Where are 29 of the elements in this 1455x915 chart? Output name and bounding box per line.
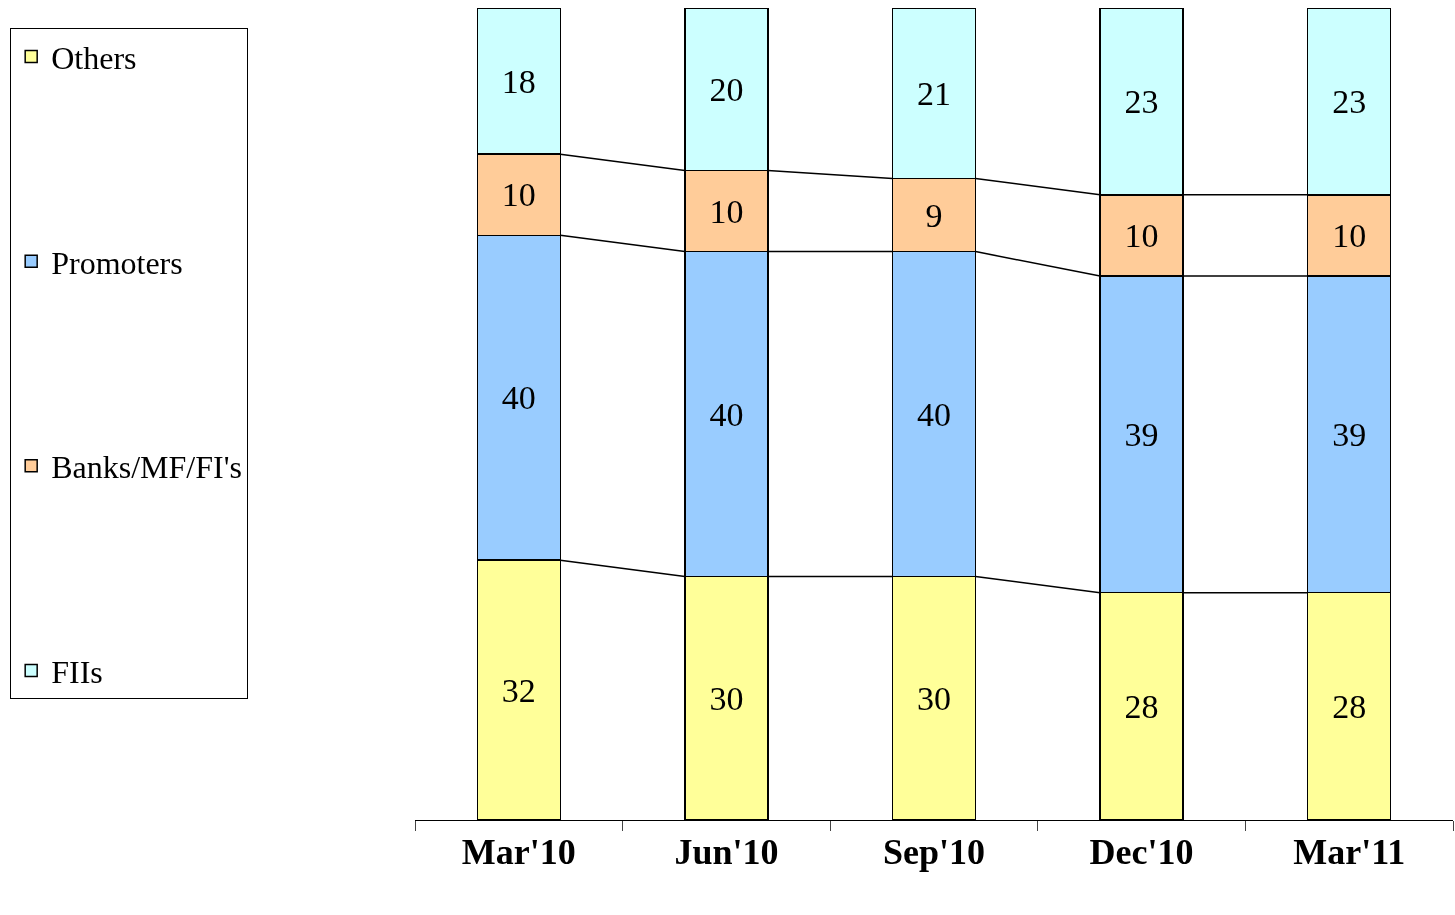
legend-label: FIIs bbox=[51, 653, 103, 690]
data-label: 20 bbox=[709, 70, 744, 108]
data-label: 21 bbox=[917, 74, 951, 112]
data-label: 23 bbox=[1124, 82, 1159, 120]
x-tick-label: Mar'10 bbox=[461, 832, 576, 873]
data-label: 30 bbox=[917, 679, 951, 717]
legend-label: Promoters bbox=[51, 244, 183, 281]
data-label: 10 bbox=[501, 176, 536, 214]
data-label: 10 bbox=[1332, 216, 1367, 254]
data-label: 39 bbox=[1332, 415, 1367, 453]
data-label: 40 bbox=[709, 395, 744, 433]
data-label: 40 bbox=[501, 379, 536, 417]
data-label: 18 bbox=[501, 62, 536, 100]
x-tick-label: Dec'10 bbox=[1089, 832, 1194, 873]
legend-label: Others bbox=[51, 40, 137, 77]
data-label: 28 bbox=[1332, 687, 1367, 725]
data-label: 39 bbox=[1124, 415, 1159, 453]
x-tick-label: Sep'10 bbox=[882, 832, 986, 873]
data-label: 28 bbox=[1124, 687, 1159, 725]
legend-label: Banks/MF/FI's bbox=[51, 449, 242, 486]
data-label: 23 bbox=[1332, 82, 1367, 120]
x-tick-label: Mar'11 bbox=[1293, 832, 1406, 873]
data-label: 30 bbox=[709, 679, 744, 717]
data-label: 40 bbox=[917, 395, 951, 433]
x-tick-label: Jun'10 bbox=[674, 832, 779, 873]
data-label: 32 bbox=[501, 671, 536, 709]
data-label: 10 bbox=[1124, 216, 1159, 254]
data-label: 9 bbox=[925, 196, 943, 234]
data-label: 10 bbox=[709, 192, 744, 230]
